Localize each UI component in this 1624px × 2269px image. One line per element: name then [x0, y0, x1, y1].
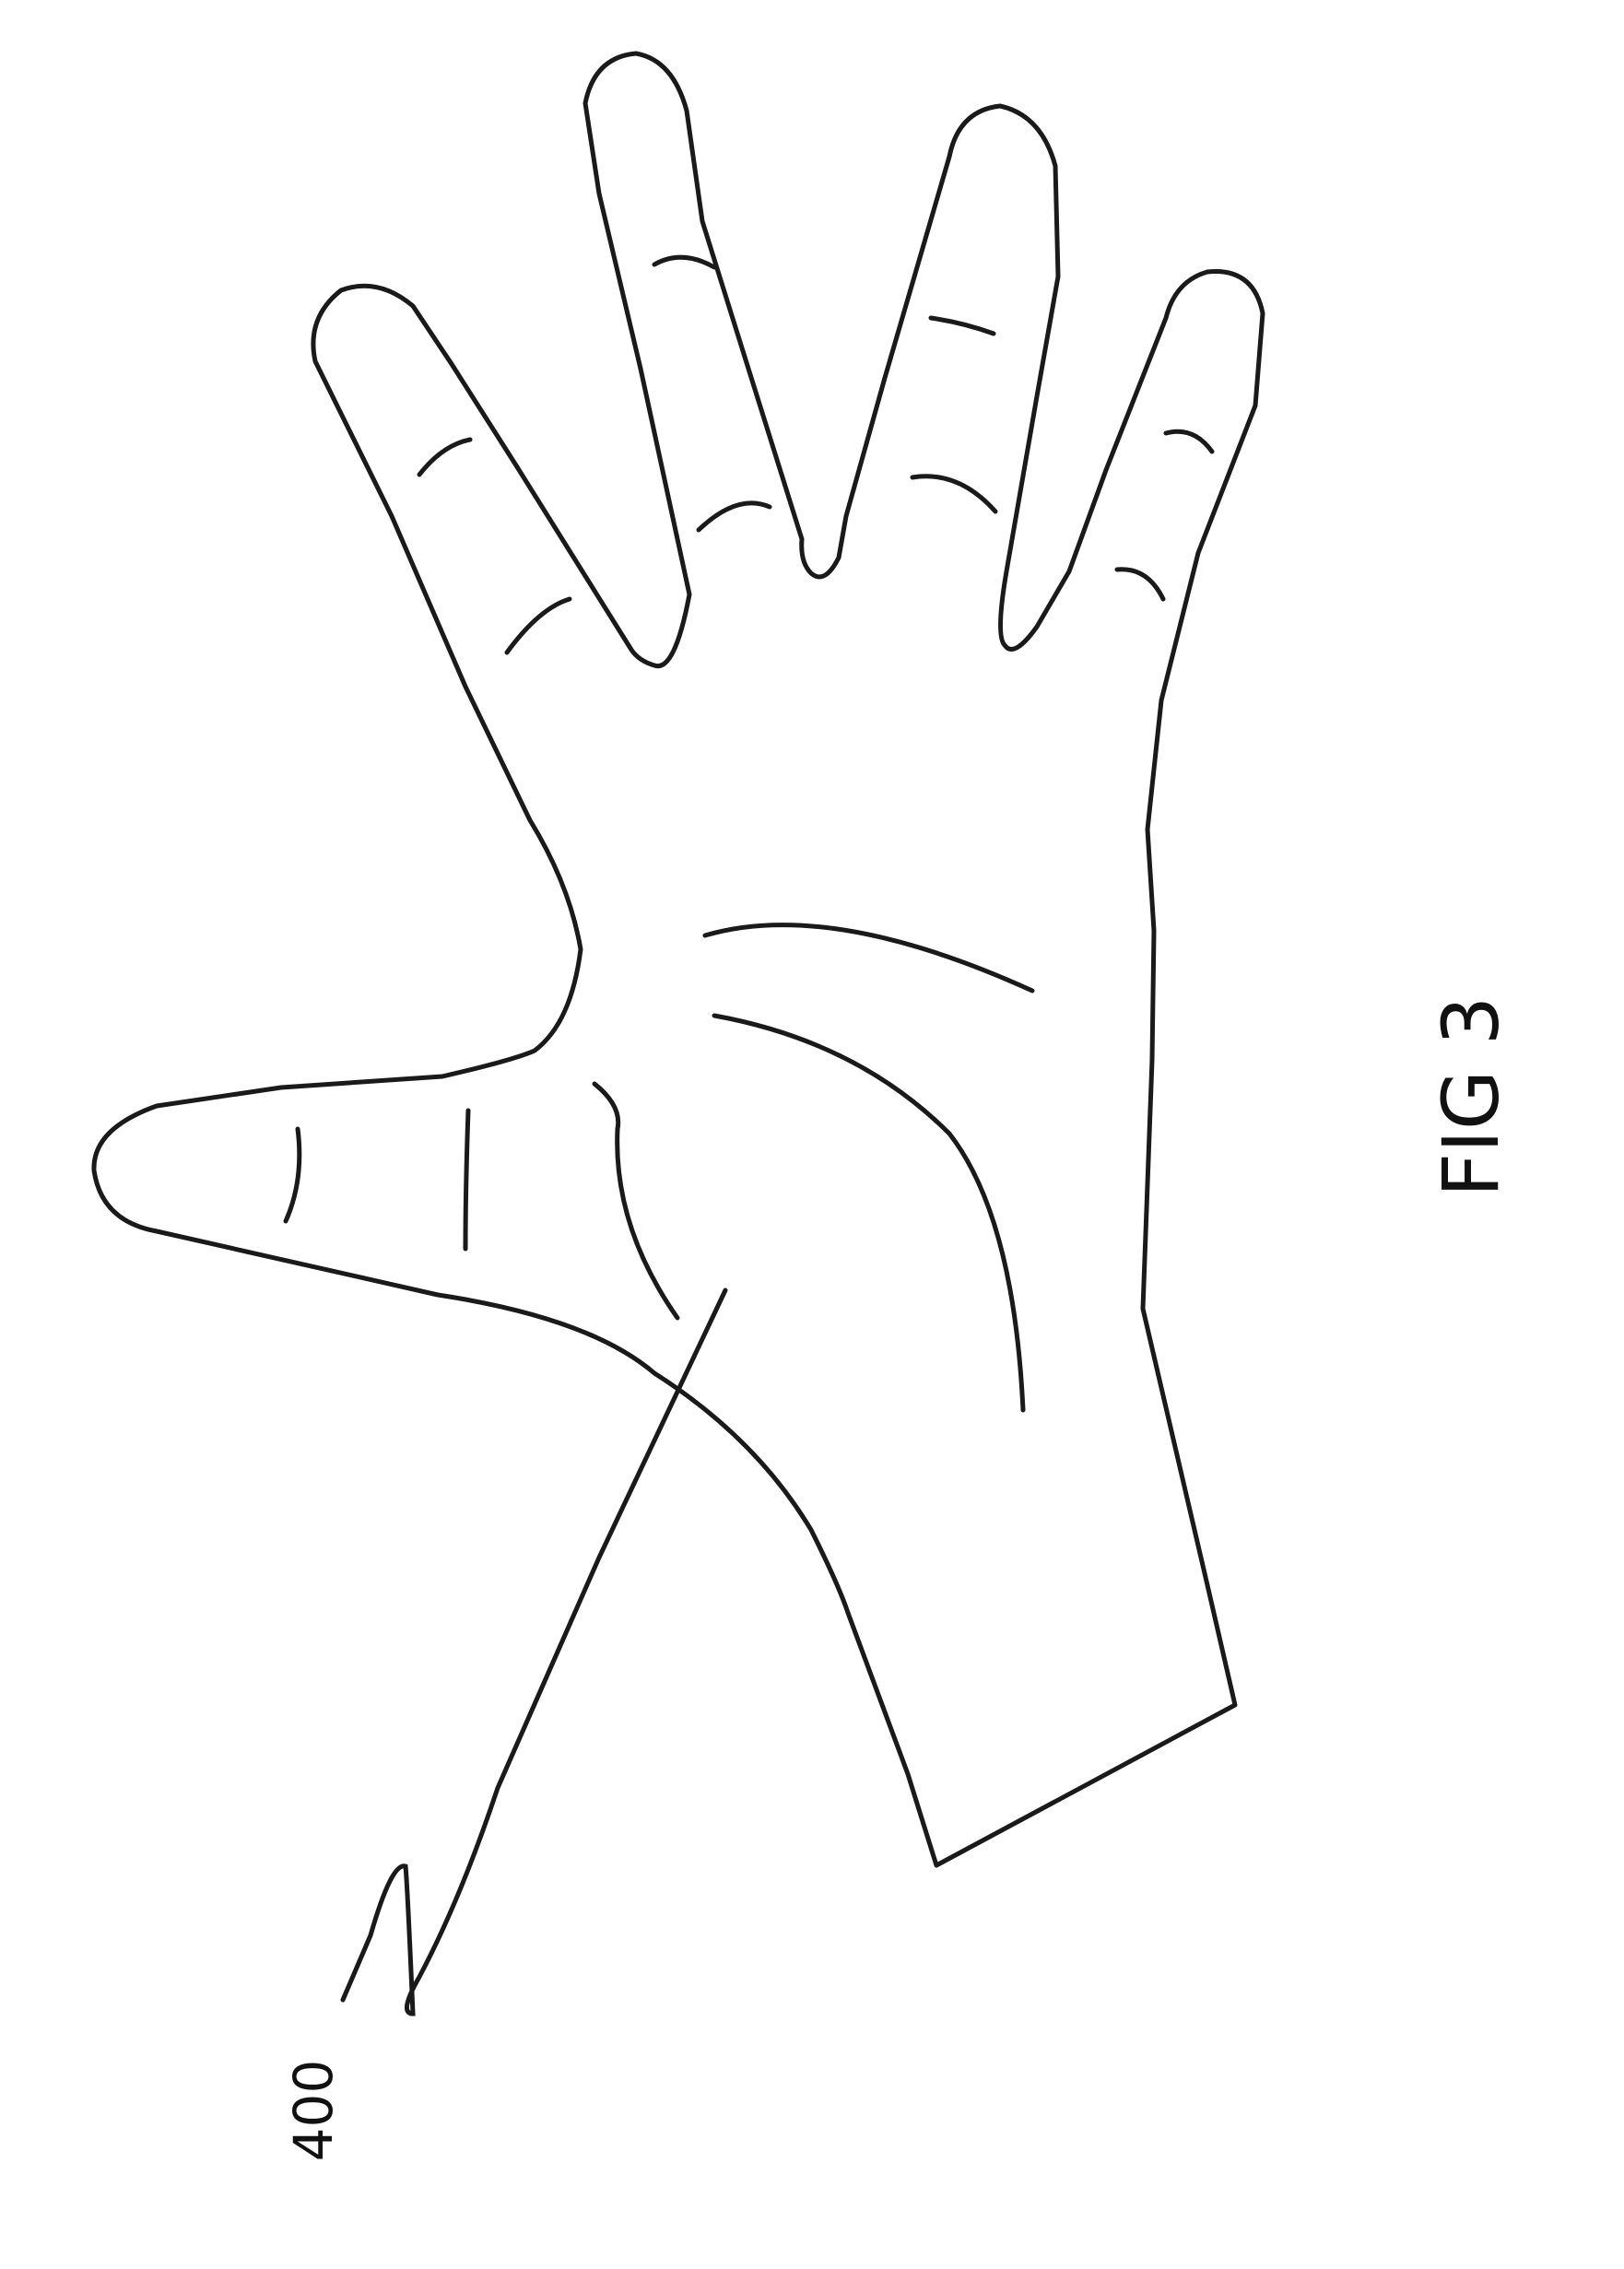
- reference-numeral-400: 400: [282, 2060, 345, 2162]
- little-finger-crease: [1117, 570, 1163, 599]
- index-finger-crease: [507, 599, 570, 652]
- index-finger-crease: [419, 440, 470, 475]
- reference-leader-line: [343, 1290, 725, 2014]
- middle-finger-crease: [699, 503, 770, 530]
- thumb-crease: [465, 1111, 468, 1249]
- figure-caption: FIG 3: [1426, 996, 1516, 1197]
- palm-line: [714, 1016, 1023, 1410]
- palm-line: [705, 925, 1032, 991]
- ring-finger-crease: [931, 318, 994, 334]
- thumb-crease: [286, 1129, 300, 1221]
- hand-drawing: [94, 53, 1263, 2014]
- hand-outline: [94, 53, 1263, 1865]
- ring-finger-crease: [912, 476, 995, 511]
- palm-line: [594, 1084, 677, 1318]
- little-finger-crease: [1166, 431, 1212, 452]
- middle-finger-crease: [654, 257, 714, 267]
